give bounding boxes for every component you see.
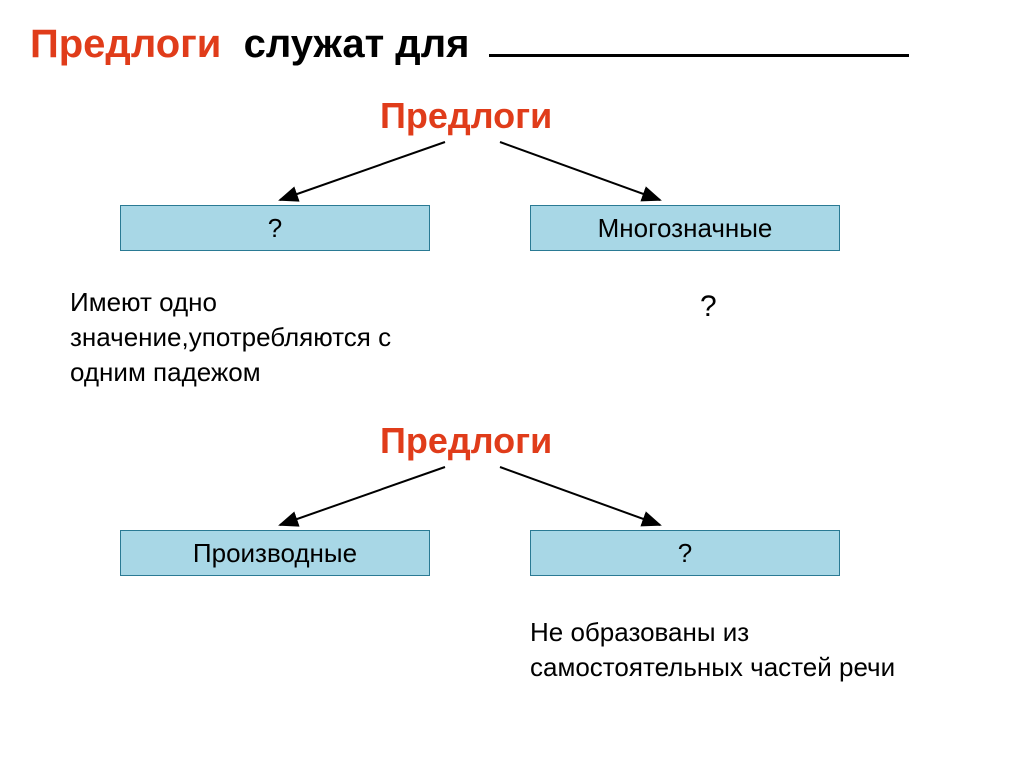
page-title: Предлоги служат для xyxy=(30,18,909,67)
title-highlight: Предлоги xyxy=(30,22,221,66)
diagram2-right-box: ? xyxy=(530,530,840,576)
diagram1-left-box-label: ? xyxy=(268,213,282,244)
diagram1-right-desc: ? xyxy=(700,290,717,324)
diagram2-heading: Предлоги xyxy=(380,420,552,462)
diagram2-left-box: Производные xyxy=(120,530,430,576)
diagram1-right-box: Многозначные xyxy=(530,205,840,251)
diagram1-left-box: ? xyxy=(120,205,430,251)
diagram1-right-box-label: Многозначные xyxy=(598,213,773,244)
diagram2-right-desc: Не образованы из самостоятельных частей … xyxy=(530,615,930,685)
diagram2-left-box-label: Производные xyxy=(193,538,357,569)
diagram1-left-desc: Имеют одно значение,употребляются с одни… xyxy=(70,285,450,390)
title-rest: служат для xyxy=(233,22,470,66)
diagram2-right-box-label: ? xyxy=(678,538,692,569)
diagram1-heading: Предлоги xyxy=(380,95,552,137)
blank-underline xyxy=(489,18,909,57)
